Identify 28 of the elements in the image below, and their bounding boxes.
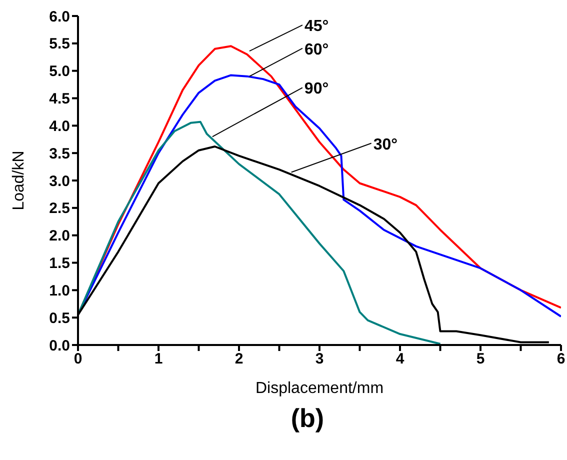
y-tick-label: 3.0 <box>49 172 70 190</box>
y-tick-label: 0.5 <box>49 310 70 327</box>
y-tick-label: 2.5 <box>49 200 70 218</box>
y-tick-label: 6.0 <box>49 8 70 26</box>
annotation: 90° <box>304 80 329 98</box>
x-axis-title: Displacement/mm <box>255 380 384 397</box>
x-tick-label: 0 <box>74 350 82 368</box>
y-tick-label: 4.5 <box>49 90 70 108</box>
y-axis-title: Load/kN <box>10 150 28 210</box>
annotation: 60° <box>304 41 329 58</box>
x-tick-label: 5 <box>476 350 485 368</box>
annotation: 30° <box>373 136 398 154</box>
y-tick-label: 1.0 <box>49 282 70 300</box>
y-tick-label: 4.0 <box>49 118 70 135</box>
y-tick-label: 5.5 <box>49 36 70 53</box>
x-tick-label: 1 <box>154 350 163 368</box>
y-tick-label: 0.0 <box>49 337 70 354</box>
annotation: 45° <box>304 18 329 36</box>
y-tick-label: 1.5 <box>49 255 70 272</box>
y-tick-label: 5.0 <box>49 63 70 80</box>
x-tick-label: 4 <box>396 350 405 368</box>
x-tick-label: 2 <box>234 350 244 368</box>
y-tick-label: 2.0 <box>49 228 70 245</box>
text: (b) <box>290 403 326 434</box>
x-tick-label: 3 <box>315 350 324 368</box>
x-tick-label: 6 <box>556 350 566 368</box>
line-series <box>78 120 442 345</box>
y-tick-label: 3.5 <box>49 145 70 162</box>
